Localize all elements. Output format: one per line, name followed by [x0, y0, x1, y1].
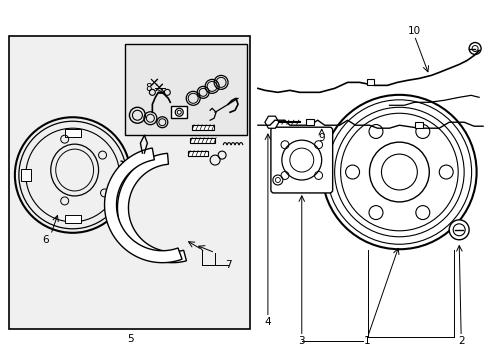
Text: 3: 3: [298, 336, 305, 346]
Bar: [414, 122, 423, 128]
Circle shape: [369, 142, 428, 202]
Text: 5: 5: [127, 334, 134, 345]
Polygon shape: [264, 116, 278, 128]
Bar: [21, 169, 31, 181]
Bar: [366, 80, 374, 85]
FancyBboxPatch shape: [270, 127, 332, 193]
Text: 7: 7: [224, 260, 231, 270]
Bar: [64, 215, 81, 223]
Bar: [305, 119, 313, 125]
Bar: [192, 125, 214, 130]
Bar: [9, 36, 249, 329]
Polygon shape: [117, 153, 186, 263]
Bar: [188, 150, 208, 156]
Circle shape: [448, 220, 468, 240]
Text: 1: 1: [364, 336, 370, 346]
Text: 8: 8: [145, 84, 151, 93]
Bar: [64, 129, 81, 137]
Text: 6: 6: [42, 235, 49, 245]
Polygon shape: [104, 148, 182, 263]
Text: 4: 4: [264, 318, 271, 328]
Bar: [171, 106, 187, 118]
Bar: [125, 44, 246, 135]
Text: 9: 9: [318, 133, 325, 143]
Bar: [190, 138, 215, 143]
Text: 10: 10: [407, 26, 420, 36]
Text: 2: 2: [457, 336, 464, 346]
